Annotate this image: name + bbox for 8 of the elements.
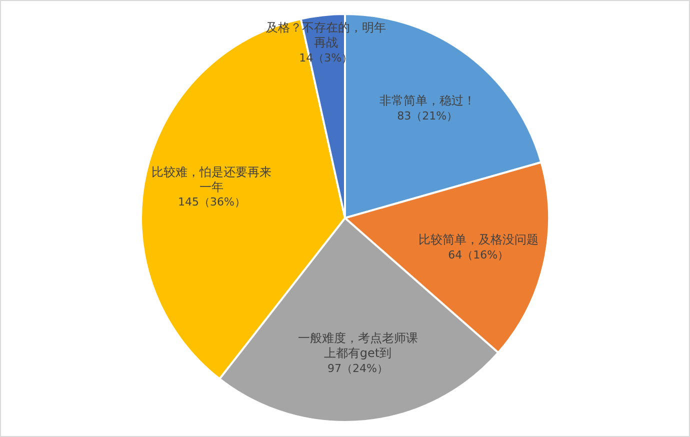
data-label: 145（36%）: [178, 196, 246, 209]
slice-label: 比较简单，及格没问题: [418, 232, 538, 247]
slice-label: 一般难度，考点老师课上都有get到: [298, 331, 418, 360]
slice-label: 比较难，怕是还要再来一年: [152, 165, 272, 194]
data-label: 97（24%）: [328, 362, 388, 375]
slice-label: 非常简单，稳过！: [379, 94, 476, 108]
data-label: 83（21%）: [397, 109, 458, 122]
data-label: 64（16%）: [448, 248, 509, 262]
